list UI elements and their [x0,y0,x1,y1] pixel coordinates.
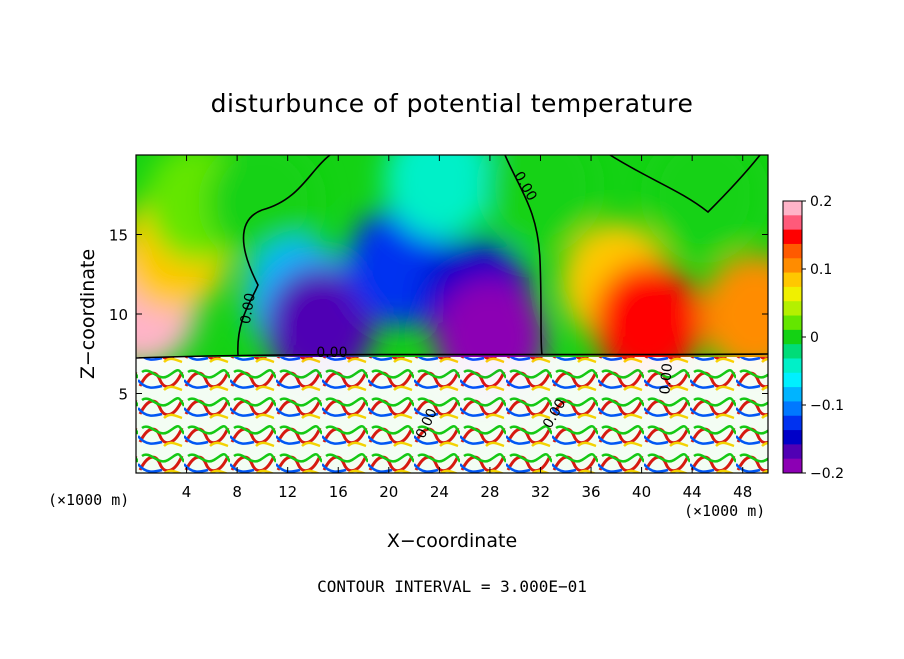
y-tick-label: 5 [118,386,128,404]
x-tick-label: 40 [632,483,651,501]
x-tick-label: 48 [733,483,752,501]
heat-region-14 [700,254,768,374]
colorbar-swatch [783,272,802,288]
zero-contour-right [609,155,761,214]
colorbar-swatch [783,344,802,359]
heat-region-12 [592,261,703,382]
colorbar-tick-label: −0.1 [810,398,844,414]
colorbar-tick-label: 0.2 [810,194,832,210]
zero-contour-middle [504,155,543,356]
heat-region-7 [384,155,495,239]
x-tick-label: 32 [531,483,550,501]
x-tick-label: 12 [278,483,297,501]
x-axis-label: X−coordinate [387,530,517,552]
colorbar-swatch [783,243,802,259]
x-tick-label: 28 [480,483,499,501]
y-axis: 5 10 15 [109,227,768,404]
x-unit-right: (×1000 m) [684,502,765,520]
colorbar-swatch [783,286,802,302]
x-tick-label: 20 [379,483,398,501]
colorbar-swatch [783,372,802,388]
colorbar: 0.2 0.1 0 −0.1 −0.2 [782,194,844,482]
colorbar-swatch [783,301,802,316]
x-tick-label: 8 [232,483,242,501]
colorbar-swatch [783,358,802,374]
colorbar-tick-label: 0 [810,330,819,346]
contour-label: 0.00 [316,345,347,361]
chart-title: disturbunce of potential temperature [211,89,694,118]
x-unit-left: (×1000 m) [48,491,129,509]
colorbar-swatch [783,430,802,445]
contour-interval-note: CONTOUR INTERVAL = 3.000E−01 [317,577,587,596]
colorbar-swatch [783,458,802,474]
contour-label: 0.00 [238,292,259,325]
colorbar-swatch [783,387,802,402]
y-tick-label: 10 [109,306,128,324]
turbulent-layer [136,357,768,473]
plot-area [136,155,768,473]
colorbar-tick-label: 0.1 [810,262,832,278]
heat-region-10 [485,155,596,247]
x-tick-label: 24 [430,483,449,501]
contour-label: 0.00 [657,363,676,395]
heat-region-3 [207,155,318,263]
colorbar-swatch [783,215,802,231]
colorbar-swatch [783,444,802,460]
colorbar-swatch [783,401,802,417]
y-tick-label: 15 [109,227,128,245]
x-tick-label: 36 [581,483,600,501]
colorbar-swatch [783,258,802,273]
x-axis: 4 8 12 16 20 24 28 32 36 40 44 48 [182,155,752,501]
x-tick-label: 4 [182,483,192,501]
zero-contour-lower [136,353,768,359]
colorbar-swatch [783,329,802,345]
colorbar-swatch [783,229,802,245]
x-tick-label: 44 [683,483,702,501]
zero-contour-upper [237,155,331,356]
y-axis-label: Z−coordinate [77,249,99,379]
heat-region-13 [649,155,760,255]
x-tick-label: 16 [329,483,348,501]
colorbar-swatch [783,415,802,431]
colorbar-tick-label: −0.2 [810,466,844,482]
colorbar-swatch [783,201,802,216]
colorbar-swatch [783,315,802,331]
